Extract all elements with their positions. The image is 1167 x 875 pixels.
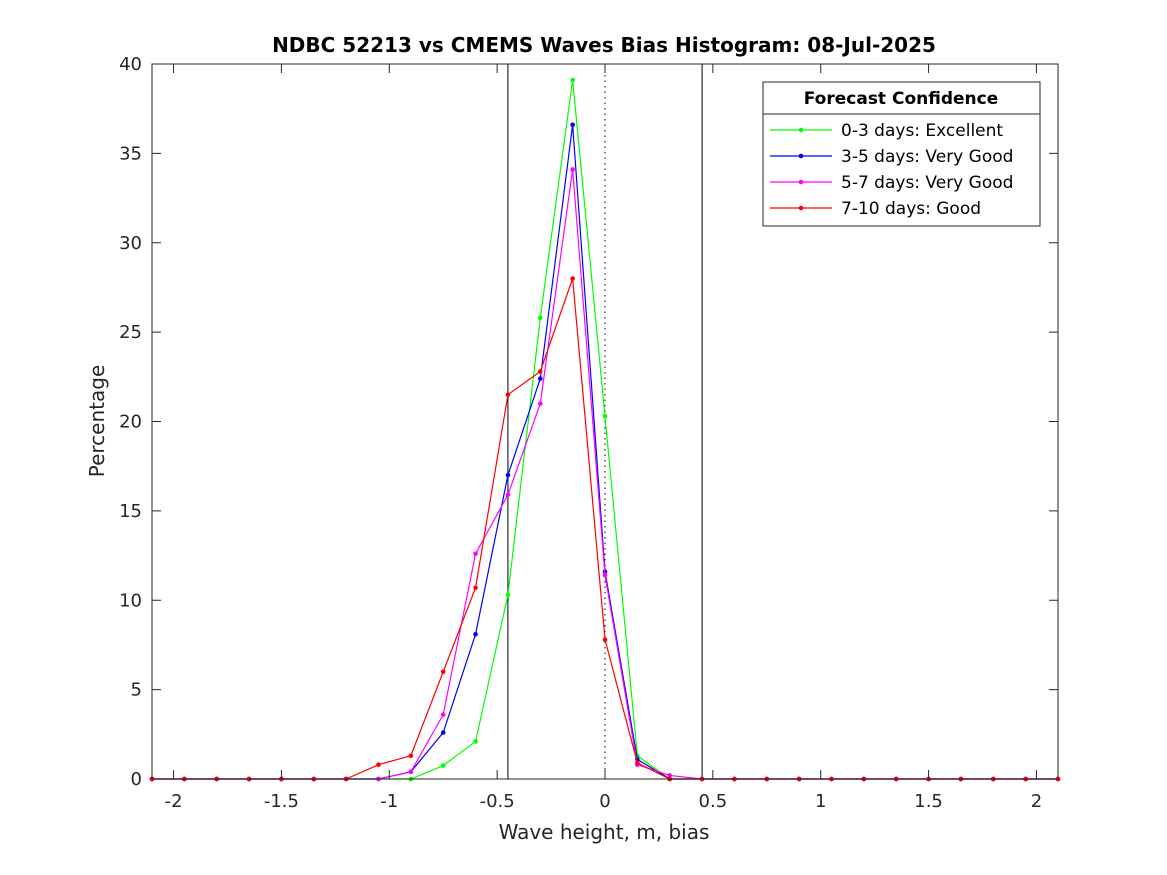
legend-swatch-marker bbox=[798, 153, 804, 159]
data-point bbox=[408, 753, 414, 759]
data-point bbox=[376, 762, 381, 767]
y-axis-label: Percentage bbox=[85, 365, 109, 478]
data-point bbox=[537, 401, 543, 406]
data-point bbox=[473, 585, 478, 591]
data-point bbox=[440, 669, 446, 675]
y-tick-label: 20 bbox=[119, 412, 142, 433]
y-tick-labels: 0 5 10 15 20 25 30 35 40 bbox=[119, 54, 142, 790]
data-point bbox=[505, 492, 511, 498]
plot-frame bbox=[151, 63, 1059, 780]
legend: Forecast Confidence 0-3 days: Excellent 3… bbox=[762, 81, 1041, 227]
x-tick-label: 1 bbox=[815, 791, 826, 812]
x-axis-label: Wave height, m, bias bbox=[499, 820, 710, 844]
legend-label: 3-5 days: Very Good bbox=[841, 147, 1013, 167]
legend-swatch-marker bbox=[798, 127, 804, 133]
legend-label: 0-3 days: Excellent bbox=[841, 121, 1003, 141]
data-point bbox=[570, 77, 575, 83]
legend-swatch-marker bbox=[798, 205, 804, 211]
data-point bbox=[505, 392, 511, 397]
chart-title: NDBC 52213 vs CMEMS Waves Bias Histogram… bbox=[272, 33, 936, 57]
data-point bbox=[473, 739, 478, 744]
data-point bbox=[570, 167, 575, 172]
data-point bbox=[505, 592, 511, 598]
x-tick-label: 0 bbox=[599, 791, 610, 812]
y-tick-label: 40 bbox=[119, 54, 142, 75]
x-tick-label: -1.5 bbox=[264, 791, 299, 812]
x-tick-label: 2 bbox=[1031, 791, 1042, 812]
data-point bbox=[440, 730, 446, 735]
y-tick-label: 0 bbox=[131, 769, 142, 790]
x-tick-label: -1 bbox=[380, 791, 398, 812]
x-tick-label: 0.5 bbox=[699, 791, 728, 812]
y-tick-label: 35 bbox=[119, 143, 142, 164]
y-tick-label: 15 bbox=[119, 501, 142, 522]
data-point bbox=[570, 276, 575, 281]
x-tick-label: 1.5 bbox=[914, 791, 943, 812]
data-point bbox=[505, 472, 511, 478]
data-point bbox=[602, 572, 608, 578]
y-tick-label: 25 bbox=[119, 322, 142, 343]
legend-label: 5-7 days: Very Good bbox=[841, 173, 1013, 193]
data-point bbox=[440, 763, 446, 768]
legend-box bbox=[762, 81, 1041, 227]
legend-title: Forecast Confidence bbox=[804, 89, 999, 109]
data-point bbox=[570, 122, 575, 128]
data-point bbox=[537, 315, 543, 321]
data-point bbox=[537, 376, 543, 381]
legend-entry: 7-10 days: Good bbox=[770, 199, 981, 219]
legend-entry: 0-3 days: Excellent bbox=[770, 121, 1003, 141]
data-point bbox=[667, 773, 673, 778]
data-point bbox=[408, 769, 414, 775]
data-point bbox=[602, 413, 608, 419]
y-tick-label: 30 bbox=[119, 233, 142, 254]
legend-entry: 3-5 days: Very Good bbox=[770, 147, 1013, 167]
legend-label: 7-10 days: Good bbox=[841, 199, 981, 219]
data-point bbox=[602, 637, 608, 642]
y-tick-label: 5 bbox=[131, 680, 142, 701]
y-tick-label: 10 bbox=[119, 590, 142, 611]
legend-swatch-marker bbox=[798, 179, 804, 185]
data-point bbox=[635, 760, 640, 766]
legend-entry: 5-7 days: Very Good bbox=[770, 173, 1013, 193]
x-tick-label: -0.5 bbox=[480, 791, 515, 812]
data-point bbox=[440, 712, 446, 717]
x-tick-labels: -2 -1.5 -1 -0.5 0 0.5 1 1.5 2 bbox=[165, 791, 1043, 812]
data-point bbox=[537, 369, 543, 374]
data-point bbox=[473, 631, 478, 637]
legend-entries: 0-3 days: Excellent 3-5 days: Very Good 5-… bbox=[770, 121, 1013, 219]
x-tick-label: -2 bbox=[165, 791, 183, 812]
data-point bbox=[473, 551, 478, 557]
